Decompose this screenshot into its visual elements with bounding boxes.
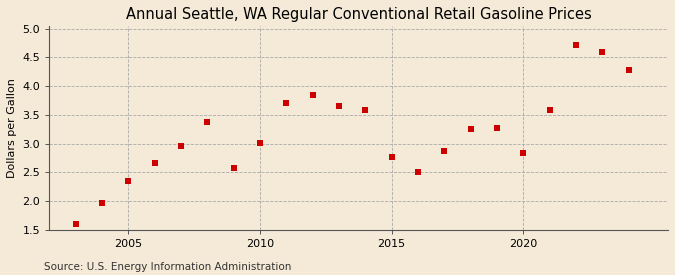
Text: Source: U.S. Energy Information Administration: Source: U.S. Energy Information Administ…: [44, 262, 291, 272]
Point: [97, 200, 107, 205]
Point: [465, 126, 476, 131]
Point: [570, 43, 581, 47]
Point: [544, 108, 555, 112]
Point: [149, 160, 160, 165]
Point: [623, 68, 634, 72]
Point: [518, 151, 529, 156]
Y-axis label: Dollars per Gallon: Dollars per Gallon: [7, 78, 17, 178]
Point: [597, 50, 608, 54]
Point: [412, 170, 423, 175]
Point: [176, 144, 186, 149]
Point: [360, 108, 371, 112]
Point: [439, 149, 450, 153]
Point: [491, 126, 502, 130]
Point: [123, 179, 134, 183]
Point: [386, 155, 397, 159]
Point: [202, 120, 213, 124]
Point: [228, 166, 239, 170]
Point: [254, 141, 265, 145]
Point: [281, 101, 292, 106]
Point: [70, 222, 81, 226]
Point: [333, 104, 344, 109]
Title: Annual Seattle, WA Regular Conventional Retail Gasoline Prices: Annual Seattle, WA Regular Conventional …: [126, 7, 591, 22]
Point: [307, 93, 318, 98]
